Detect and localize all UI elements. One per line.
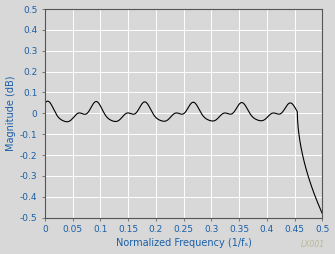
Y-axis label: Magnitude (dB): Magnitude (dB)	[6, 76, 15, 151]
Text: LX001: LX001	[301, 240, 325, 249]
X-axis label: Normalized Frequency (1/fₛ): Normalized Frequency (1/fₛ)	[116, 239, 252, 248]
